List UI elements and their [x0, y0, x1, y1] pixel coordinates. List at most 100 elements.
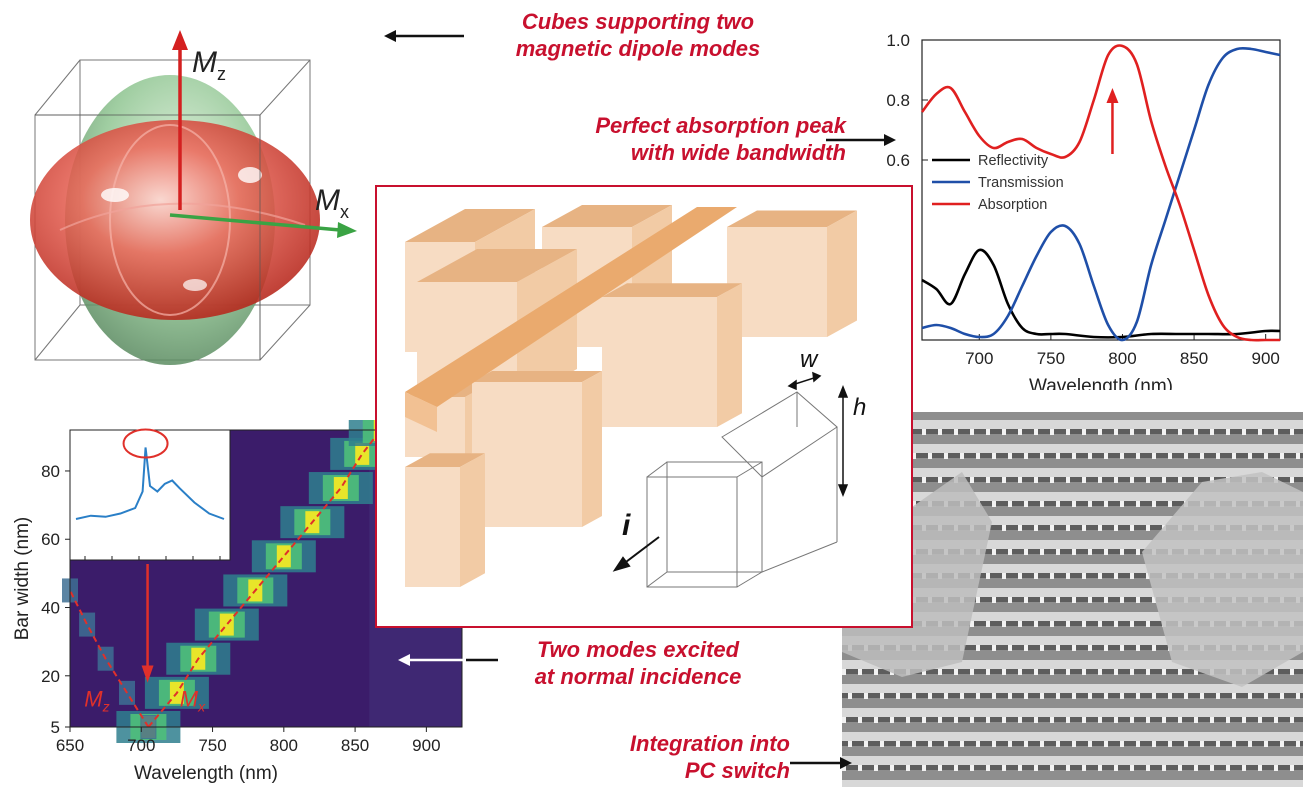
- sem-post: [944, 453, 948, 459]
- sem-post: [1114, 477, 1118, 483]
- sem-post: [1018, 717, 1022, 723]
- sem-post: [1098, 573, 1102, 579]
- mode-x-branch-line: [147, 429, 382, 728]
- sem-post: [1226, 429, 1230, 435]
- sem-post: [1136, 453, 1140, 459]
- sem-post: [1040, 453, 1044, 459]
- sem-post: [1136, 645, 1140, 651]
- sem-post: [912, 501, 916, 507]
- sem-groove: [842, 525, 1303, 530]
- sem-post: [858, 717, 862, 723]
- sem-post: [954, 717, 958, 723]
- sem-post: [1146, 765, 1150, 771]
- cube-top: [602, 283, 742, 297]
- sem-groove: [842, 669, 1303, 674]
- x-tick-label: 800: [270, 736, 298, 755]
- sem-post: [1200, 741, 1204, 747]
- sem-post: [890, 717, 894, 723]
- sem-post: [1120, 549, 1124, 555]
- sem-post: [1024, 549, 1028, 555]
- sem-post: [1002, 573, 1006, 579]
- sem-post: [1072, 501, 1076, 507]
- sem-post: [928, 693, 932, 699]
- sem-post: [1152, 741, 1156, 747]
- sem-post: [976, 741, 980, 747]
- sem-groove: [842, 717, 1303, 722]
- sem-post: [1040, 597, 1044, 603]
- sem-post: [1066, 765, 1070, 771]
- sem-post: [976, 453, 980, 459]
- sem-post: [1008, 597, 1012, 603]
- sem-post: [1024, 645, 1028, 651]
- sem-post: [1002, 669, 1006, 675]
- structure-diagram-frame: w h i: [375, 185, 913, 628]
- sem-post: [1040, 549, 1044, 555]
- sem-post: [1184, 453, 1188, 459]
- sem-post: [1056, 549, 1060, 555]
- sem-post: [1210, 765, 1214, 771]
- cubes-callout: Cubes supporting two magnetic dipole mod…: [515, 9, 761, 61]
- cubes-callout-arrow: [384, 30, 464, 42]
- sem-post: [928, 453, 932, 459]
- sem-post: [912, 741, 916, 747]
- sem-post: [960, 693, 964, 699]
- sem-post: [1114, 573, 1118, 579]
- legend-label: Reflectivity: [978, 153, 1049, 169]
- sem-post: [842, 765, 846, 771]
- bar-top: [405, 207, 737, 407]
- sem-post: [1082, 765, 1086, 771]
- absorption-callout: Perfect absorption peak with wide bandwi…: [595, 113, 846, 165]
- sem-micrograph: [842, 412, 1303, 787]
- sem-post: [954, 429, 958, 435]
- sem-post: [1018, 573, 1022, 579]
- sem-post: [1130, 525, 1134, 531]
- sem-post: [1194, 429, 1198, 435]
- sem-post: [970, 429, 974, 435]
- x-axis-label: Wavelength (nm): [134, 763, 278, 784]
- sem-post: [842, 669, 846, 675]
- sem-post: [1194, 669, 1198, 675]
- sem-post: [1146, 717, 1150, 723]
- sem-post: [1002, 429, 1006, 435]
- sem-post: [1034, 669, 1038, 675]
- sem-post: [1130, 669, 1134, 675]
- sem-post: [1034, 477, 1038, 483]
- sem-post: [1130, 429, 1134, 435]
- cube-front: [727, 227, 827, 337]
- sem-post: [1098, 621, 1102, 627]
- sem-groove: [842, 765, 1303, 770]
- y-tick-label: 80: [41, 462, 60, 481]
- sem-post: [1114, 669, 1118, 675]
- sem-post: [938, 717, 942, 723]
- sem-post: [1098, 525, 1102, 531]
- sem-post: [1290, 717, 1294, 723]
- mode-x-cell-peak: [355, 442, 370, 465]
- sem-post: [1098, 429, 1102, 435]
- sem-post: [1018, 429, 1022, 435]
- sem-post: [1018, 669, 1022, 675]
- sem-post: [1152, 645, 1156, 651]
- sem-post: [970, 621, 974, 627]
- sem-post: [1002, 477, 1006, 483]
- sem-post: [1024, 741, 1028, 747]
- sem-post: [906, 717, 910, 723]
- cube-front: [602, 297, 717, 427]
- cube-front: [405, 467, 460, 587]
- sem-post: [938, 765, 942, 771]
- sem-post: [1226, 765, 1230, 771]
- cube-side: [827, 210, 857, 337]
- sem-ridge: [842, 660, 1303, 669]
- sem-post: [1082, 525, 1086, 531]
- cube-top: [727, 210, 857, 227]
- sem-post: [1152, 453, 1156, 459]
- sem-post: [1008, 693, 1012, 699]
- mx-arrow: [169, 213, 341, 232]
- sem-post: [1290, 669, 1294, 675]
- sem-post: [1162, 669, 1166, 675]
- sem-post: [976, 645, 980, 651]
- sem-post: [912, 453, 916, 459]
- sem-post: [938, 477, 942, 483]
- sem-post: [1216, 693, 1220, 699]
- metasurface-structure: w h i: [405, 205, 866, 588]
- sem-post: [1296, 693, 1300, 699]
